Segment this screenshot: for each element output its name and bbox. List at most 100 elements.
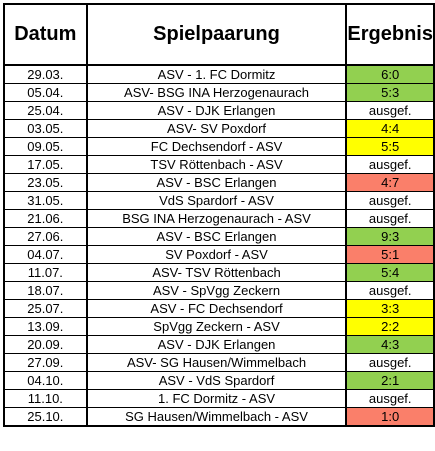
result-value: 4:3 (381, 336, 400, 352)
table-row: 13.09. SpVgg Zeckern - ASV 2:2 (3, 317, 435, 336)
result-value: 1:0 (381, 408, 400, 424)
result-cell: ausgef. (345, 209, 435, 228)
result-cell: 6:0 (345, 64, 435, 84)
date-cell: 04.07. (3, 245, 88, 264)
table-row: 23.05. ASV - BSC Erlangen 4:7 (3, 173, 435, 192)
table-row: 27.06. ASV - BSC Erlangen 9:3 (3, 227, 435, 246)
result-value: 2:2 (381, 318, 400, 334)
date-cell: 17.05. (3, 155, 88, 174)
result-value: 4:4 (381, 120, 400, 136)
result-cell: 5:1 (345, 245, 435, 264)
match-cell: ASV - DJK Erlangen (85, 335, 348, 354)
match-cell: ASV- BSG INA Herzogenaurach (85, 83, 348, 102)
match-cell: ASV - SpVgg Zeckern (85, 281, 348, 300)
result-cell: 5:4 (345, 263, 435, 282)
date-cell: 11.10. (3, 389, 88, 408)
result-value: ausgef. (368, 102, 412, 118)
result-value: 6:0 (381, 66, 400, 82)
table-row: 25.07. ASV - FC Dechsendorf 3:3 (3, 299, 435, 318)
date-cell: 25.04. (3, 101, 88, 120)
table-row: 25.10. SG Hausen/Wimmelbach - ASV 1:0 (3, 407, 435, 427)
result-cell: 5:3 (345, 83, 435, 102)
date-cell: 25.07. (3, 299, 88, 318)
date-cell: 09.05. (3, 137, 88, 156)
date-cell: 29.03. (3, 64, 88, 84)
result-cell: 4:4 (345, 119, 435, 138)
table-row: 18.07. ASV - SpVgg Zeckern ausgef. (3, 281, 435, 300)
result-value: 5:4 (381, 264, 400, 280)
table-row: 11.10. 1. FC Dormitz - ASV ausgef. (3, 389, 435, 408)
match-cell: ASV- TSV Röttenbach (85, 263, 348, 282)
table-row: 20.09. ASV - DJK Erlangen 4:3 (3, 335, 435, 354)
result-cell: 9:3 (345, 227, 435, 246)
date-cell: 18.07. (3, 281, 88, 300)
match-cell: SV Poxdorf - ASV (85, 245, 348, 264)
result-value: 4:7 (381, 174, 400, 190)
result-cell: ausgef. (345, 353, 435, 372)
result-value: 5:1 (381, 246, 400, 262)
date-cell: 03.05. (3, 119, 88, 138)
match-cell: ASV - BSC Erlangen (85, 173, 348, 192)
match-cell: SpVgg Zeckern - ASV (85, 317, 348, 336)
result-cell: ausgef. (345, 389, 435, 408)
table-row: 29.03. ASV - 1. FC Dormitz 6:0 (3, 64, 435, 84)
result-value: ausgef. (368, 156, 412, 172)
result-value: ausgef. (368, 210, 412, 226)
result-value: ausgef. (368, 354, 412, 370)
date-cell: 23.05. (3, 173, 88, 192)
table-row: 27.09. ASV- SG Hausen/Wimmelbach ausgef. (3, 353, 435, 372)
date-cell: 13.09. (3, 317, 88, 336)
result-value: 3:3 (381, 300, 400, 316)
table-row: 25.04. ASV - DJK Erlangen ausgef. (3, 101, 435, 120)
header-row: Datum Spielpaarung Ergebnis (3, 3, 435, 66)
result-cell: 2:1 (345, 371, 435, 390)
result-cell: 3:3 (345, 299, 435, 318)
match-cell: ASV - VdS Spardorf (85, 371, 348, 390)
result-value: 2:1 (381, 372, 400, 388)
result-value: ausgef. (368, 192, 412, 208)
table-row: 03.05. ASV- SV Poxdorf 4:4 (3, 119, 435, 138)
match-cell: ASV- SG Hausen/Wimmelbach (85, 353, 348, 372)
result-value: 5:3 (381, 84, 400, 100)
table-row: 05.04. ASV- BSG INA Herzogenaurach 5:3 (3, 83, 435, 102)
table-row: 21.06. BSG INA Herzogenaurach - ASV ausgef… (3, 209, 435, 228)
date-cell: 04.10. (3, 371, 88, 390)
date-cell: 21.06. (3, 209, 88, 228)
header-result: Ergebnis (345, 3, 435, 66)
table-row: 04.07. SV Poxdorf - ASV 5:1 (3, 245, 435, 264)
match-cell: ASV - BSC Erlangen (85, 227, 348, 246)
result-cell: ausgef. (345, 281, 435, 300)
date-cell: 31.05. (3, 191, 88, 210)
table-row: 31.05. VdS Spardorf - ASV ausgef. (3, 191, 435, 210)
match-cell: VdS Spardorf - ASV (85, 191, 348, 210)
match-cell: BSG INA Herzogenaurach - ASV (85, 209, 348, 228)
date-cell: 27.06. (3, 227, 88, 246)
match-cell: SG Hausen/Wimmelbach - ASV (85, 407, 348, 427)
header-date: Datum (3, 3, 88, 66)
table-row: 04.10. ASV - VdS Spardorf 2:1 (3, 371, 435, 390)
match-table-container: Datum Spielpaarung Ergebnis 29.03. ASV - … (3, 3, 435, 427)
match-cell: ASV - DJK Erlangen (85, 101, 348, 120)
date-cell: 20.09. (3, 335, 88, 354)
date-cell: 27.09. (3, 353, 88, 372)
table-row: 09.05. FC Dechsendorf - ASV 5:5 (3, 137, 435, 156)
result-cell: ausgef. (345, 191, 435, 210)
result-cell: 1:0 (345, 407, 435, 427)
result-cell: ausgef. (345, 101, 435, 120)
result-value: ausgef. (368, 282, 412, 298)
table-row: 11.07. ASV- TSV Röttenbach 5:4 (3, 263, 435, 282)
match-cell: ASV - FC Dechsendorf (85, 299, 348, 318)
result-value: 5:5 (381, 138, 400, 154)
table-body: 29.03. ASV - 1. FC Dormitz 6:0 05.04. ASV- B… (3, 64, 435, 427)
result-cell: 4:3 (345, 335, 435, 354)
match-cell: 1. FC Dormitz - ASV (85, 389, 348, 408)
date-cell: 11.07. (3, 263, 88, 282)
header-match: Spielpaarung (85, 3, 348, 66)
result-cell: ausgef. (345, 155, 435, 174)
table-row: 17.05. TSV Röttenbach - ASV ausgef. (3, 155, 435, 174)
match-cell: ASV - 1. FC Dormitz (85, 64, 348, 84)
match-results-table: Datum Spielpaarung Ergebnis 29.03. ASV - … (3, 3, 435, 427)
date-cell: 25.10. (3, 407, 88, 427)
match-cell: ASV- SV Poxdorf (85, 119, 348, 138)
match-cell: FC Dechsendorf - ASV (85, 137, 348, 156)
